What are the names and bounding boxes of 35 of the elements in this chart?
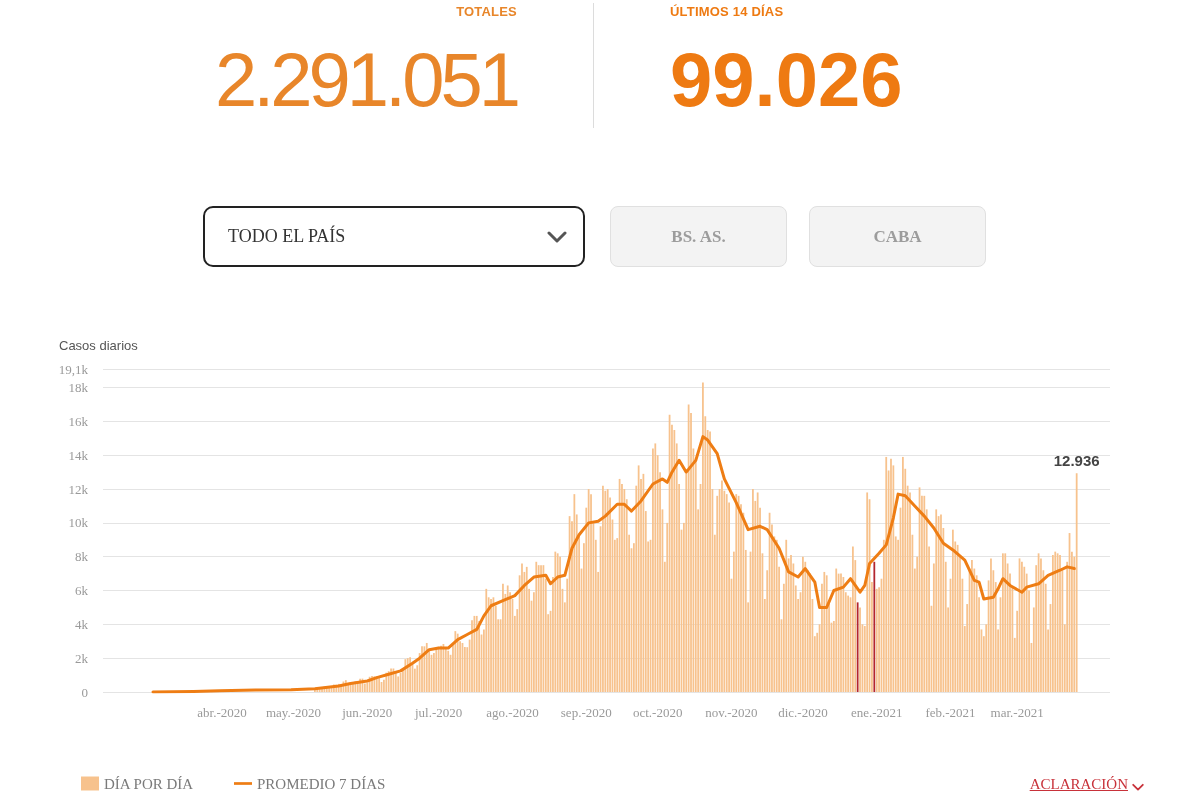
y-tick-label: 0 (81, 684, 88, 700)
x-tick-label: dic.-2020 (778, 705, 828, 720)
x-tick-label: sep.-2020 (560, 705, 612, 720)
annotation: 12.936 (1053, 452, 1100, 470)
y-tick-label: 10k (68, 515, 89, 531)
y-tick-label: 4k (75, 616, 89, 632)
legend-label: DÍA POR DÍA (104, 775, 194, 792)
x-tick-label: feb.-2021 (925, 705, 976, 720)
x-tick-label: mar.-2021 (990, 705, 1044, 720)
category-label: ÚLTIMOS 14 DÍAS (670, 4, 785, 20)
x-tick-label: ago.-2020 (486, 705, 539, 720)
y-tick-label: 16k (68, 413, 89, 429)
dropdown: TODO EL PAÍS (203, 206, 585, 267)
y-tick-label: 19,1k (58, 361, 89, 377)
y-tick-label: 12k (68, 481, 89, 497)
x-tick-label: may.-2020 (265, 705, 322, 720)
legend-label: PROMEDIO 7 DÍAS (257, 775, 386, 792)
text: 2.291.051 (214, 37, 517, 122)
x-tick-label: abr.-2020 (197, 705, 247, 720)
text: ACLARACIÓN (1029, 776, 1128, 793)
y-tick-label: 8k (75, 549, 89, 565)
y-tick-label: 14k (68, 447, 89, 463)
button: CABA (809, 206, 986, 267)
y-tick-label: 18k (68, 380, 89, 396)
category-label: TOTALES (455, 4, 517, 20)
x-tick-label: jun.-2020 (341, 705, 393, 720)
x-tick-label: ene.-2021 (850, 705, 903, 720)
x-tick-label: nov.-2020 (705, 705, 758, 720)
x-tick-label: jul.-2020 (414, 705, 463, 720)
text: 99.026 (670, 37, 903, 122)
y-tick-label: 2k (75, 650, 89, 666)
x-tick-label: oct.-2020 (632, 705, 683, 720)
y-tick-label: 6k (75, 583, 89, 599)
y-axis-title: Casos diarios (59, 338, 139, 353)
button: BS. AS. (610, 206, 787, 267)
